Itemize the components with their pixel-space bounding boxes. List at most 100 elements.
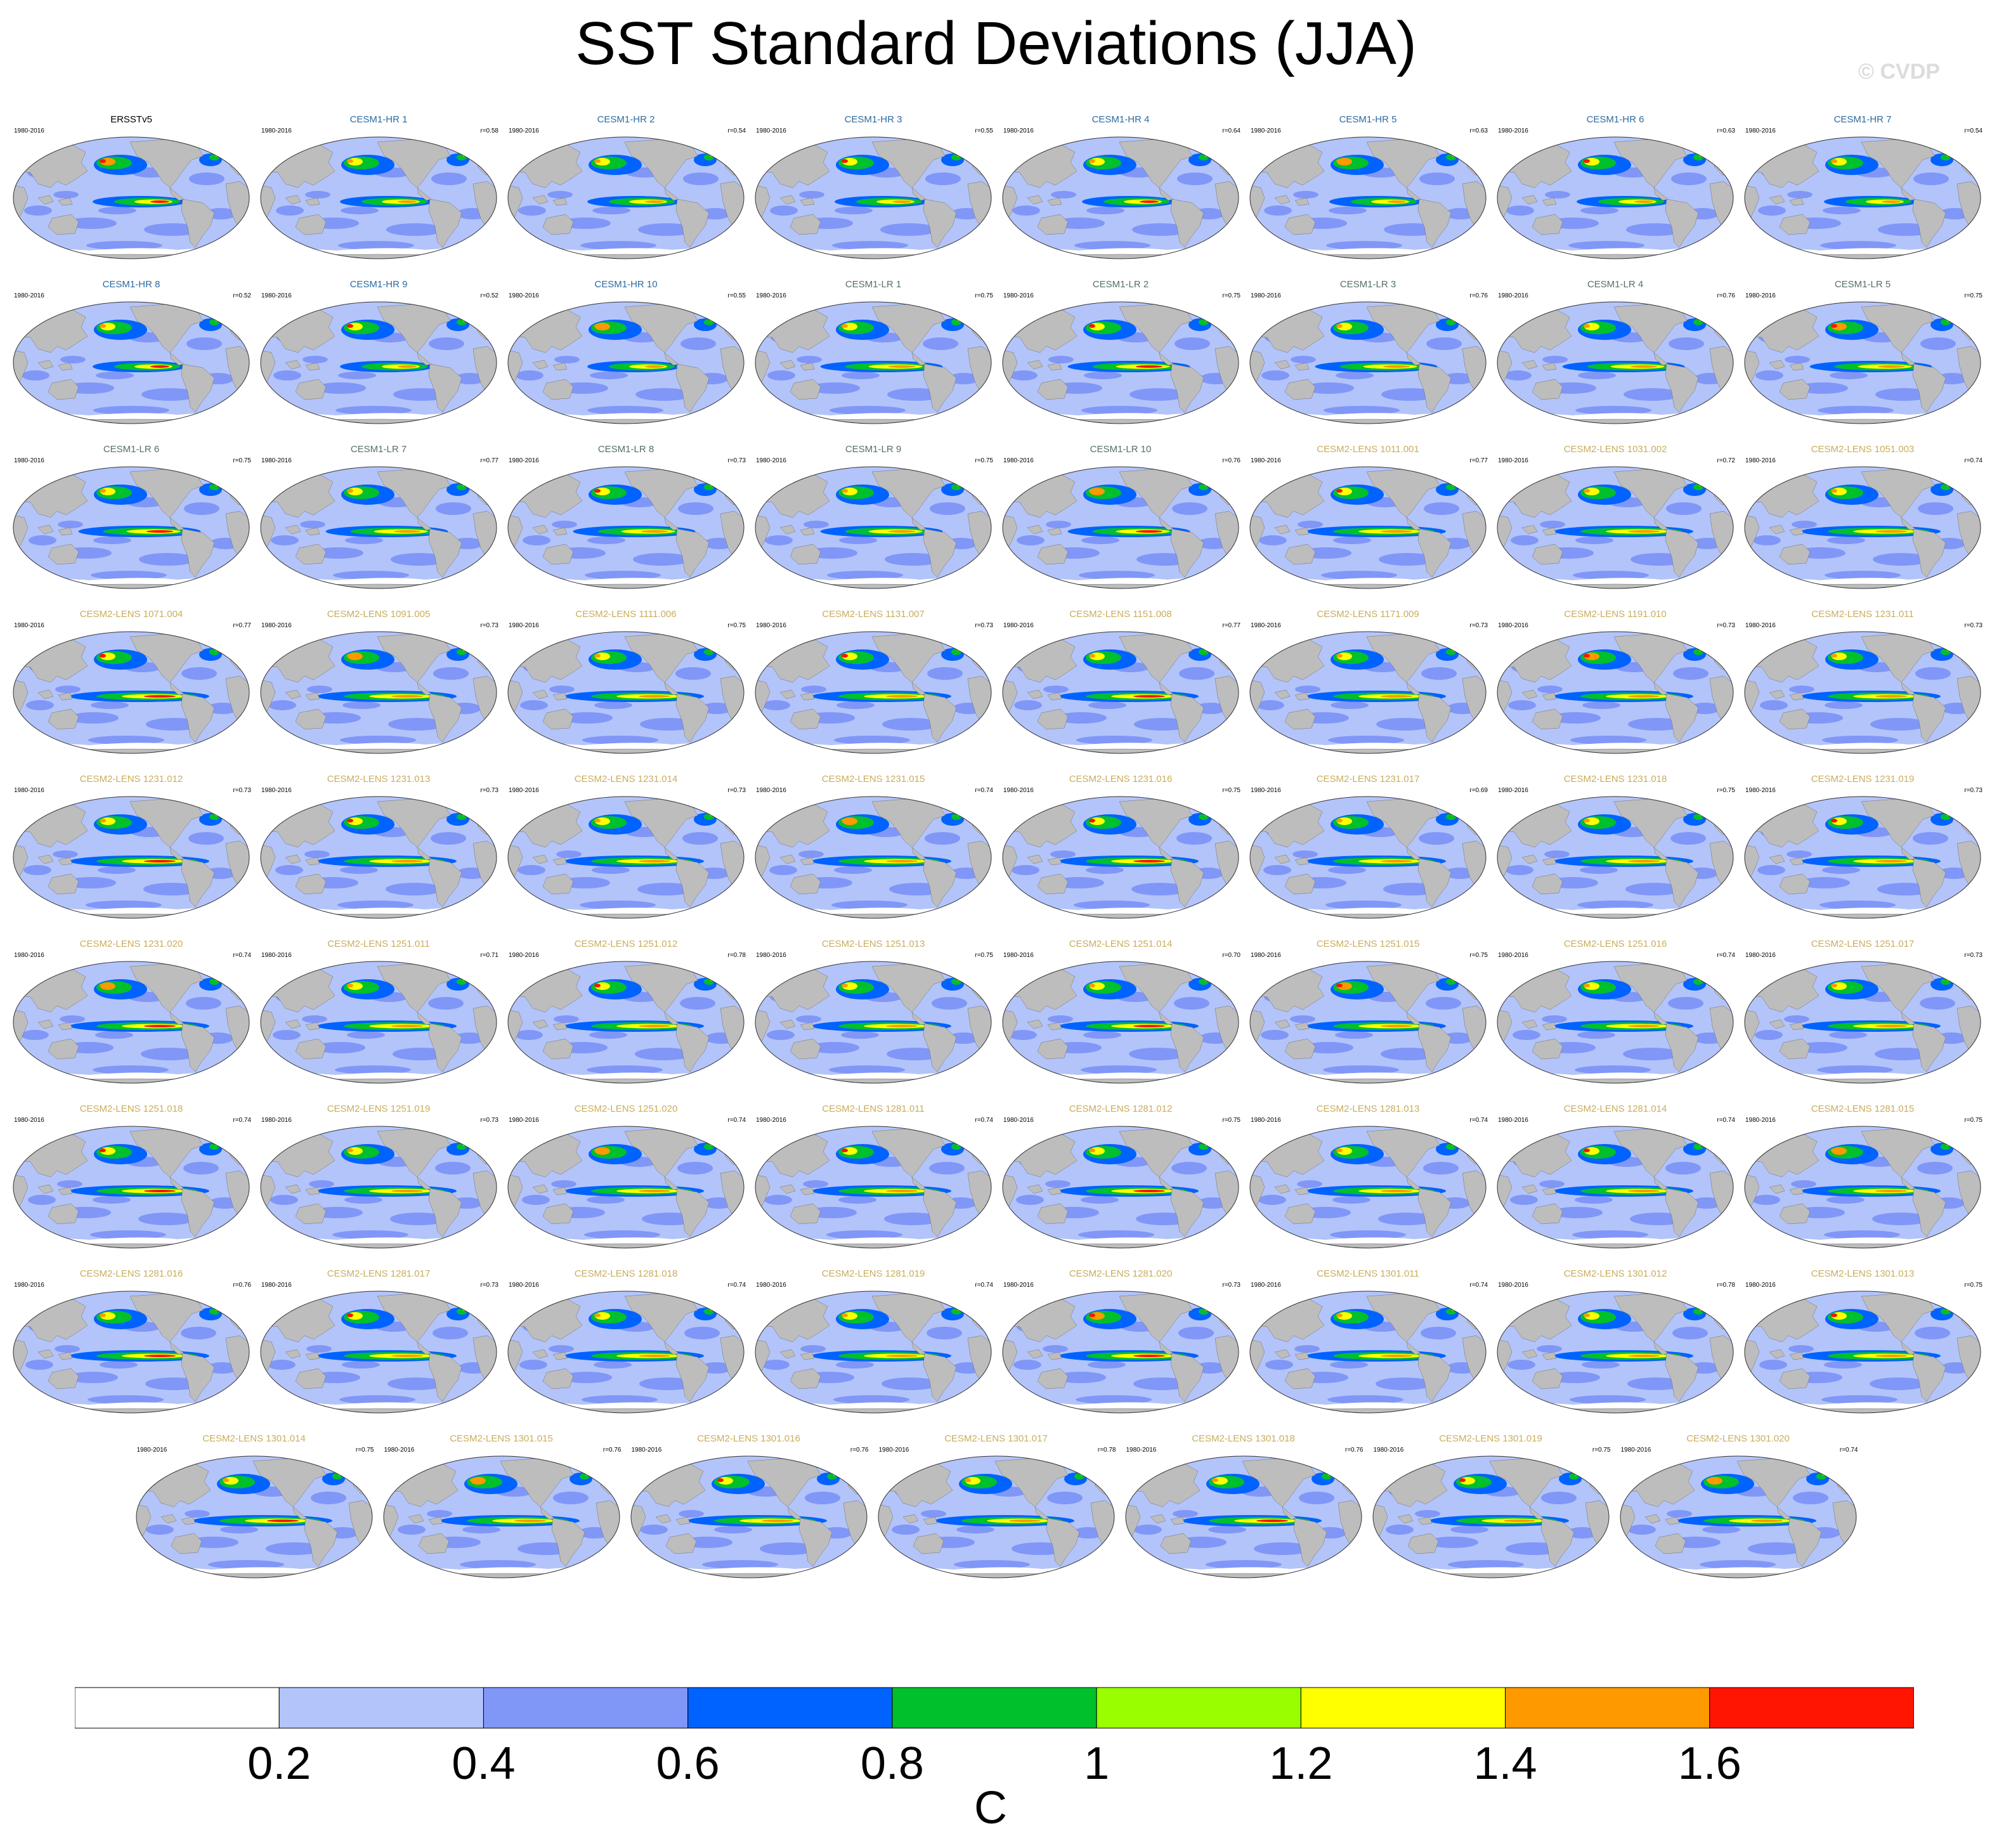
map-outline	[13, 301, 250, 424]
sst-patch	[1423, 1162, 1459, 1175]
landmass	[1665, 858, 1699, 908]
landmass	[1037, 543, 1069, 565]
sst-stddev-map	[1372, 1455, 1609, 1578]
landmass	[1250, 1078, 1486, 1083]
north-pacific-sst	[347, 654, 353, 658]
sst-patch	[68, 712, 119, 724]
landmass	[532, 1184, 549, 1194]
panel-title: CESM1-HR 10	[594, 279, 658, 290]
sst-patch	[139, 553, 196, 566]
sst-patch	[341, 207, 379, 214]
sst-patch	[386, 223, 443, 236]
landmass	[428, 528, 462, 578]
landmass	[542, 543, 574, 565]
landmass	[1542, 692, 1557, 701]
north-atlantic-sst	[457, 649, 467, 655]
sst-patch	[1132, 223, 1189, 236]
panel-period: 1980-2016	[261, 952, 292, 959]
panel-pattern-correlation: r=0.77	[480, 457, 498, 464]
landmass	[508, 1408, 744, 1413]
landmass	[48, 873, 79, 895]
sst-patch	[547, 191, 573, 198]
panel-pattern-correlation: r=0.75	[1717, 787, 1735, 794]
sst-stddev-map	[260, 136, 497, 259]
panel-period: 1980-2016	[1745, 457, 1776, 464]
sst-stddev-map	[1744, 796, 1981, 919]
landmass	[779, 1184, 796, 1194]
landmass	[1745, 254, 1981, 259]
sst-patch	[1575, 1196, 1613, 1204]
panel-title: CESM2-LENS 1301.017	[944, 1433, 1048, 1444]
sst-patch	[582, 736, 658, 745]
enso-tongue	[761, 1519, 793, 1522]
sst-patch	[1821, 1395, 1898, 1404]
enso-tongue	[1628, 860, 1660, 862]
north-atlantic-sst	[1693, 319, 1703, 325]
landmass	[1529, 1506, 1544, 1520]
north-atlantic-sst	[951, 814, 961, 820]
north-atlantic-sst	[579, 1473, 590, 1480]
north-pacific-sst	[1089, 1148, 1095, 1152]
landmass	[508, 254, 744, 259]
landmass	[1779, 543, 1811, 565]
landmass	[1406, 1176, 1421, 1190]
sst-patch	[759, 1542, 817, 1555]
landmass	[1406, 187, 1421, 201]
panel-period: 1980-2016	[14, 127, 44, 134]
sst-patch	[1575, 406, 1651, 415]
sst-patch	[60, 356, 86, 363]
landmass	[1027, 524, 1043, 535]
sst-patch	[1088, 1361, 1126, 1369]
sst-patch	[1086, 207, 1124, 214]
sst-patch	[1826, 1196, 1865, 1204]
enso-tongue	[391, 1355, 423, 1357]
enso-tongue	[645, 200, 664, 203]
sst-patch	[552, 1492, 589, 1504]
sst-patch	[1012, 865, 1039, 875]
landmass	[1417, 363, 1452, 413]
sst-patch	[635, 1048, 692, 1060]
sst-patch	[589, 1031, 627, 1039]
enso-tongue	[1256, 1519, 1288, 1522]
enso-tongue	[886, 1025, 918, 1027]
landmass	[1274, 524, 1291, 535]
sst-stddev-map	[755, 1126, 992, 1249]
sst-patch	[1752, 1195, 1780, 1205]
sst-patch	[554, 356, 580, 363]
panel-period: 1980-2016	[1003, 787, 1034, 794]
sst-patch	[93, 1065, 169, 1074]
map-outline	[1620, 1455, 1856, 1578]
sst-patch	[86, 241, 162, 250]
landmass	[1170, 1516, 1185, 1525]
north-atlantic-sst	[951, 154, 961, 160]
map-panel: CESM2-LENS 1071.004 1980-2016 r=0.77	[8, 609, 255, 774]
landmass	[1665, 528, 1699, 578]
landmass	[552, 197, 568, 206]
sst-patch	[549, 1345, 574, 1353]
sst-patch	[1920, 997, 1955, 1010]
sst-patch	[832, 241, 908, 250]
landmass	[923, 528, 957, 578]
enso-tongue	[1875, 1025, 1907, 1027]
panel-pattern-correlation: r=0.72	[1717, 457, 1735, 464]
sst-patch	[95, 1031, 133, 1039]
sst-patch	[1513, 1030, 1540, 1040]
map-outline	[507, 301, 745, 424]
panel-pattern-correlation: r=0.75	[1964, 292, 1982, 299]
sst-patch	[436, 502, 471, 515]
sst-patch	[340, 866, 378, 874]
panel-title: CESM1-HR 5	[1339, 114, 1397, 125]
sst-patch	[762, 700, 790, 710]
north-pacific-sst	[1584, 1313, 1590, 1317]
panel-period: 1980-2016	[1003, 622, 1034, 629]
landmass	[295, 543, 327, 565]
north-atlantic-sst	[1199, 154, 1209, 160]
landmass	[1047, 857, 1062, 866]
landmass	[285, 1019, 301, 1029]
sst-patch	[1760, 700, 1788, 710]
sst-patch	[1381, 1048, 1438, 1060]
sst-patch	[28, 1195, 56, 1205]
landmass	[1542, 1022, 1557, 1031]
map-panel: CESM2-LENS 1231.014 1980-2016 r=0.73	[502, 774, 750, 939]
map-outline	[755, 1291, 992, 1414]
